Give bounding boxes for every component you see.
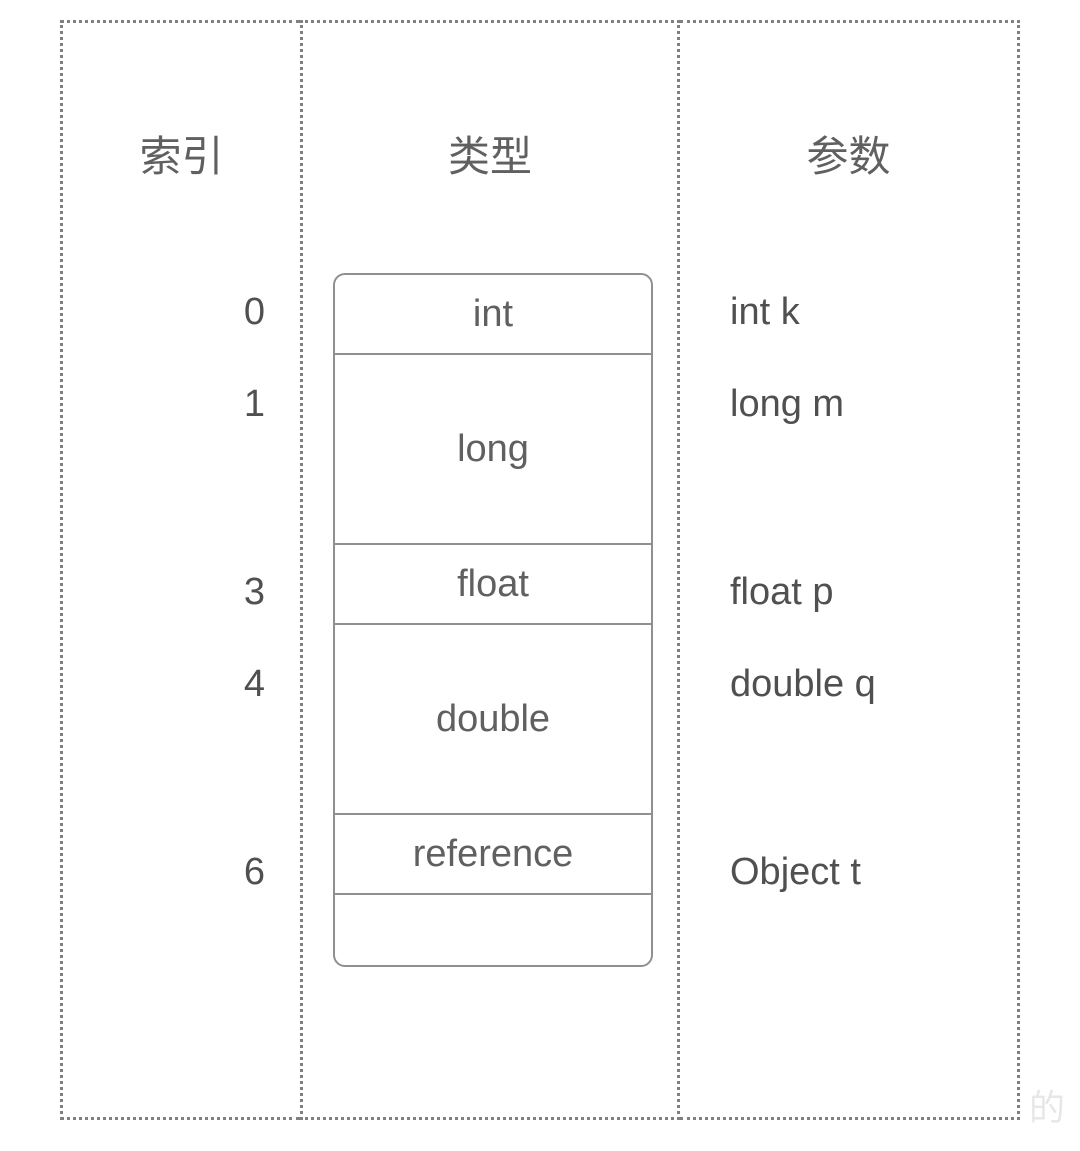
type-cell: float <box>335 545 651 625</box>
index-label: 4 <box>244 663 265 706</box>
param-label: long m <box>730 383 844 426</box>
type-cell: reference <box>335 815 651 895</box>
type-cell: int <box>335 275 651 355</box>
index-label: 6 <box>244 851 265 894</box>
index-label: 0 <box>244 291 265 334</box>
watermark: 的 <box>1029 1079 1065 1131</box>
column-index: 索引 0 1 3 4 6 <box>60 20 300 1120</box>
type-slot-box: intlongfloatdoublereference <box>333 273 653 967</box>
param-label: float p <box>730 571 834 614</box>
param-label: double q <box>730 663 876 706</box>
local-variable-table-diagram: 索引 01346 类型 intlongfloatdoublereference … <box>60 20 1020 1120</box>
type-cell <box>335 895 651 965</box>
index-label: 3 <box>244 571 265 614</box>
column-param: 参数 int k long m float p double q Object t <box>680 20 1020 1120</box>
param-label: Object t <box>730 851 861 894</box>
column-type: 类型 intlongfloatdoublereference <box>300 20 680 1120</box>
type-cell: long <box>335 355 651 545</box>
index-label: 1 <box>244 383 265 426</box>
param-label: int k <box>730 291 800 334</box>
header-index: 索引 <box>63 23 300 253</box>
header-param: 参数 <box>680 23 1017 253</box>
type-cell: double <box>335 625 651 815</box>
header-type: 类型 <box>303 23 677 253</box>
